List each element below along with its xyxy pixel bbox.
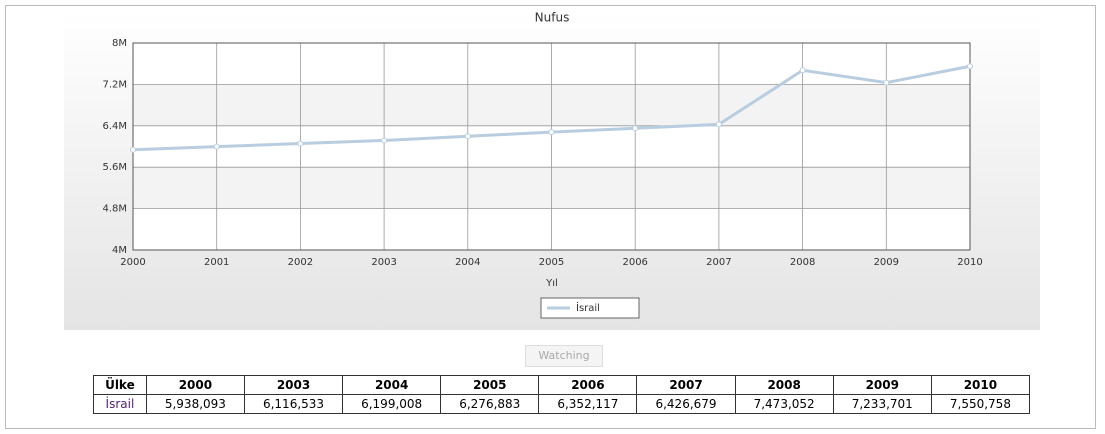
x-tick-label: 2009 bbox=[874, 257, 899, 268]
button[interactable]: Watching bbox=[525, 345, 603, 367]
header-cell: 2010 bbox=[930, 375, 1031, 395]
chart-title: Nufus bbox=[535, 11, 570, 25]
x-tick-label: 2002 bbox=[288, 257, 313, 268]
header-cell: 2008 bbox=[734, 375, 834, 395]
row: İsrail 5,938,093 6,116,533 6,199,008 6,276,8… bbox=[93, 394, 1031, 414]
x-tick-label: 2000 bbox=[120, 257, 145, 268]
y-tick-label: 6.4M bbox=[102, 121, 127, 132]
point bbox=[464, 133, 471, 140]
cell: 6,116,533 bbox=[243, 394, 344, 414]
header-cell: 2000 bbox=[145, 375, 245, 395]
y-tick-label: 4M bbox=[112, 245, 127, 256]
data-table: Ülke 2000 2003 2004 2005 2006 2007 2008 2009 2010… bbox=[93, 375, 1031, 414]
header-cell: 2004 bbox=[342, 375, 442, 395]
cell: 5,938,093 bbox=[145, 394, 245, 414]
x-tick-label: 2006 bbox=[622, 257, 647, 268]
y-tick-label: 7.2M bbox=[102, 79, 127, 90]
header-cell: 2003 bbox=[243, 375, 344, 395]
y-tick-label: 8M bbox=[112, 38, 127, 49]
x-tick-label: 2010 bbox=[957, 257, 982, 268]
cell: 7,550,758 bbox=[930, 394, 1031, 414]
x-tick-label: 2007 bbox=[706, 257, 731, 268]
legend-box bbox=[540, 297, 640, 319]
cell: 7,473,052 bbox=[734, 394, 834, 414]
point bbox=[130, 146, 136, 153]
cell: 6,199,008 bbox=[342, 394, 442, 414]
plot-border bbox=[132, 42, 971, 251]
header-cell: Ülke bbox=[93, 375, 147, 395]
point bbox=[632, 125, 639, 132]
chart: Nufus Yıl 4M 4.8M 5.6M 6.4M 7.2M 8M 2000 2001 20… bbox=[102, 11, 983, 319]
x-tick-label: 2005 bbox=[539, 257, 564, 268]
point bbox=[883, 79, 890, 86]
cell: 6,352,117 bbox=[538, 394, 638, 414]
header-cell: 2007 bbox=[636, 375, 736, 395]
frame bbox=[5, 5, 1096, 429]
y-tick-label: 5.6M bbox=[102, 162, 127, 173]
cell: 6,426,679 bbox=[636, 394, 736, 414]
header-cell: 2005 bbox=[440, 375, 540, 395]
x-tick-label: 2003 bbox=[371, 257, 396, 268]
point bbox=[213, 143, 220, 150]
point bbox=[715, 121, 722, 128]
point bbox=[967, 63, 973, 70]
legend-label: İsrail bbox=[576, 301, 600, 314]
header-cell: 2009 bbox=[832, 375, 932, 395]
x-tick-label: 2004 bbox=[455, 257, 480, 268]
header-cell: 2006 bbox=[538, 375, 638, 395]
cell: 6,276,883 bbox=[440, 394, 540, 414]
point bbox=[381, 137, 388, 144]
header-row: Ülke 2000 2003 2004 2005 2006 2007 2008 2009 2010 bbox=[93, 375, 1031, 395]
point bbox=[548, 129, 555, 136]
y-tick-label: 4.8M bbox=[102, 204, 127, 215]
x-axis-label: Yıl bbox=[545, 278, 558, 289]
cell: 7,233,701 bbox=[832, 394, 932, 414]
point bbox=[297, 140, 304, 147]
cell: İsrail bbox=[93, 394, 147, 414]
point bbox=[799, 67, 806, 74]
x-tick-label: 2001 bbox=[204, 257, 229, 268]
x-tick-label: 2008 bbox=[790, 257, 815, 268]
